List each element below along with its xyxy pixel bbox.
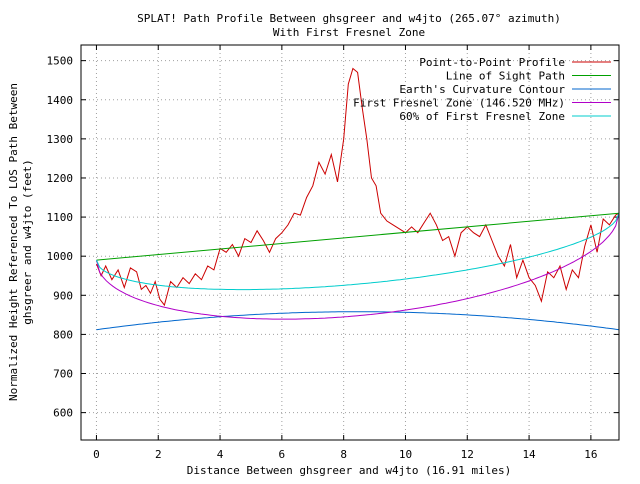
series-line [96, 213, 620, 291]
legend-label: Line of Sight Path [446, 70, 565, 83]
y-tick-label: 1300 [47, 133, 74, 146]
chart-title: SPLAT! Path Profile Between ghsgreer and… [137, 12, 561, 25]
x-tick-label: 12 [461, 448, 474, 461]
series-line [96, 212, 620, 261]
y-tick-label: 700 [53, 368, 73, 381]
legend-label: Earth's Curvature Contour [399, 83, 565, 96]
series-line [96, 311, 620, 331]
y-tick-label: 1200 [47, 172, 74, 185]
x-tick-label: 16 [584, 448, 597, 461]
plot-frame [80, 44, 620, 441]
y-tick-label: 800 [53, 328, 73, 341]
chart-subtitle: With First Fresnel Zone [273, 26, 425, 39]
grid [81, 45, 619, 440]
series-lines [96, 67, 620, 331]
series-line [96, 67, 620, 307]
y-tick-label: 600 [53, 407, 73, 420]
legend-label: 60% of First Fresnel Zone [399, 110, 565, 123]
y-axis-label-line1: Normalized Height Referenced To LOS Path… [7, 83, 20, 401]
x-tick-label: 14 [522, 448, 536, 461]
x-tick-label: 4 [217, 448, 224, 461]
y-tick-label: 1400 [47, 94, 74, 107]
y-tick-label: 1100 [47, 211, 74, 224]
y-tick-label: 1000 [47, 250, 74, 263]
axis-ticks: 0 2 4 6 8 10 12 14 16 600 700 800 900 1000 1100 1200 130… [47, 45, 619, 461]
x-tick-label: 2 [155, 448, 162, 461]
x-tick-label: 0 [93, 448, 100, 461]
series-line [96, 213, 620, 320]
x-axis-label: Distance Between ghsgreer and w4jto (16.… [187, 464, 512, 477]
legend-label: First Fresnel Zone (146.520 MHz) [353, 97, 565, 110]
y-tick-label: 900 [53, 289, 73, 302]
x-tick-label: 10 [399, 448, 412, 461]
x-tick-label: 8 [340, 448, 347, 461]
x-tick-label: 6 [279, 448, 286, 461]
y-tick-label: 1500 [47, 55, 74, 68]
y-axis-label-line2: ghsgreer and w4jto (feet) [21, 159, 34, 325]
legend-label: Point-to-Point Profile [419, 56, 565, 69]
